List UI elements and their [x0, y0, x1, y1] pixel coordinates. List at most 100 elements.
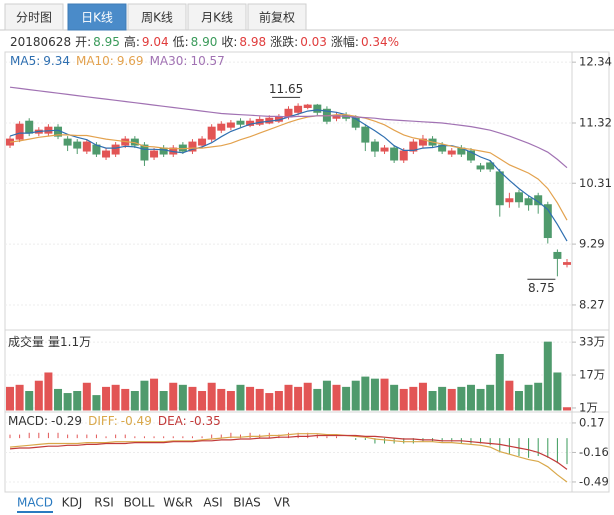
quote-field-label: 涨幅: [331, 34, 359, 49]
volume-bar [332, 384, 341, 411]
dea-line [9, 434, 568, 470]
volume-bar [207, 382, 216, 411]
quote-field-value: 8.98 [239, 35, 266, 49]
tab[interactable] [247, 3, 307, 31]
legend-value: 9.69 [117, 54, 144, 68]
tab[interactable] [127, 3, 187, 31]
max-label: 11.65 [269, 82, 303, 96]
candle-body [159, 147, 168, 155]
candle-body [102, 150, 111, 158]
volume-bar [486, 384, 495, 411]
volume-bar [6, 386, 14, 411]
candle-body [466, 150, 475, 161]
volume-bar [284, 384, 293, 411]
quote-field-value: 8.90 [191, 35, 218, 49]
candle-body [524, 198, 533, 206]
indicator-tab[interactable]: W&R [163, 496, 193, 510]
volume-bar [217, 388, 226, 411]
quote-field-value: 8.95 [93, 35, 120, 49]
candle-body [409, 141, 418, 152]
volume-bar [34, 380, 43, 411]
quote-field-label: 收: [221, 35, 237, 49]
tab[interactable] [67, 3, 127, 31]
candle-body [140, 144, 149, 161]
candle-body [390, 147, 399, 161]
volume-bar [63, 393, 72, 411]
candle-body [150, 150, 159, 158]
quote-field-label: 涨跌: [270, 34, 298, 49]
legend-name: MA10: [76, 54, 114, 68]
candle-body [111, 144, 120, 155]
tab[interactable] [4, 3, 64, 31]
candle-body [217, 123, 226, 131]
volume-title: 成交量 量1.1万 [8, 334, 91, 349]
candle-body [73, 141, 82, 149]
candle-body [303, 104, 312, 108]
volume-bar [322, 380, 331, 411]
y-tick-label: 1万 [579, 400, 598, 414]
volume-bar [159, 390, 168, 411]
tab-label[interactable]: 日K线 [81, 11, 113, 25]
volume-bar [342, 386, 351, 411]
y-tick-label: -0.49 [579, 474, 609, 488]
y-tick-label: 10.31 [579, 176, 612, 190]
candle-body [495, 171, 504, 206]
volume-bar [351, 380, 360, 411]
candle-body [476, 165, 485, 170]
candle-body [514, 192, 523, 203]
candle-body [438, 144, 447, 152]
legend-name: DIFF: [88, 414, 118, 428]
candle-body [198, 138, 207, 146]
y-tick-label: 8.27 [579, 297, 605, 311]
volume-bar [534, 382, 543, 411]
indicator-tab[interactable]: KDJ [62, 496, 83, 510]
legend-value: 9.34 [43, 54, 70, 68]
candle-body [486, 162, 495, 170]
y-tick-label: -0.16 [579, 445, 609, 459]
candle-body [226, 122, 235, 128]
tab-label[interactable]: 月K线 [201, 11, 233, 25]
y-tick-label: 12.34 [579, 55, 612, 69]
volume-bar [370, 378, 379, 411]
tab-label[interactable]: 前复权 [259, 10, 295, 25]
quote-field-label: 低: [173, 35, 189, 49]
volume-bar [102, 386, 111, 411]
y-tick-label: 11.32 [579, 116, 612, 130]
volume-bar [140, 380, 149, 411]
volume-bar [246, 386, 255, 411]
candle-body [553, 251, 562, 259]
indicator-tab[interactable]: MACD [17, 496, 53, 510]
legend-value: -0.29 [51, 414, 82, 428]
candle-body [207, 126, 216, 140]
volume-bar [236, 384, 245, 411]
y-tick-label: 9.29 [579, 237, 605, 251]
volume-bar [409, 386, 418, 411]
indicator-tab[interactable]: BIAS [233, 496, 261, 510]
candle-body [63, 138, 72, 146]
legend-name: MA5: [10, 54, 40, 68]
quote-field-value: 9.04 [142, 35, 169, 49]
candle-body [563, 262, 571, 265]
panel-frame [4, 51, 610, 493]
y-tick-label: 0.17 [579, 415, 605, 429]
candle-body [236, 120, 245, 125]
y-tick-label: 33万 [579, 335, 605, 349]
volume-bar [553, 372, 562, 411]
volume-bar [255, 388, 264, 411]
volume-bar [438, 386, 447, 411]
tab-label[interactable]: 分时图 [16, 11, 52, 25]
quote-field-label: 开: [75, 35, 91, 49]
volume-bar [150, 378, 159, 411]
candle-body [361, 126, 370, 143]
tab-label[interactable]: 周K线 [141, 11, 173, 25]
indicator-tab[interactable]: ASI [203, 496, 222, 510]
volume-bar [361, 376, 370, 411]
indicator-tab[interactable]: RSI [94, 496, 114, 510]
volume-bar [44, 372, 53, 411]
legend-name: MACD: [8, 414, 48, 428]
indicator-tab[interactable]: VR [274, 496, 291, 510]
tab[interactable] [187, 3, 247, 31]
indicator-tab[interactable]: BOLL [124, 496, 155, 510]
quote-field-label: 高: [124, 34, 140, 49]
